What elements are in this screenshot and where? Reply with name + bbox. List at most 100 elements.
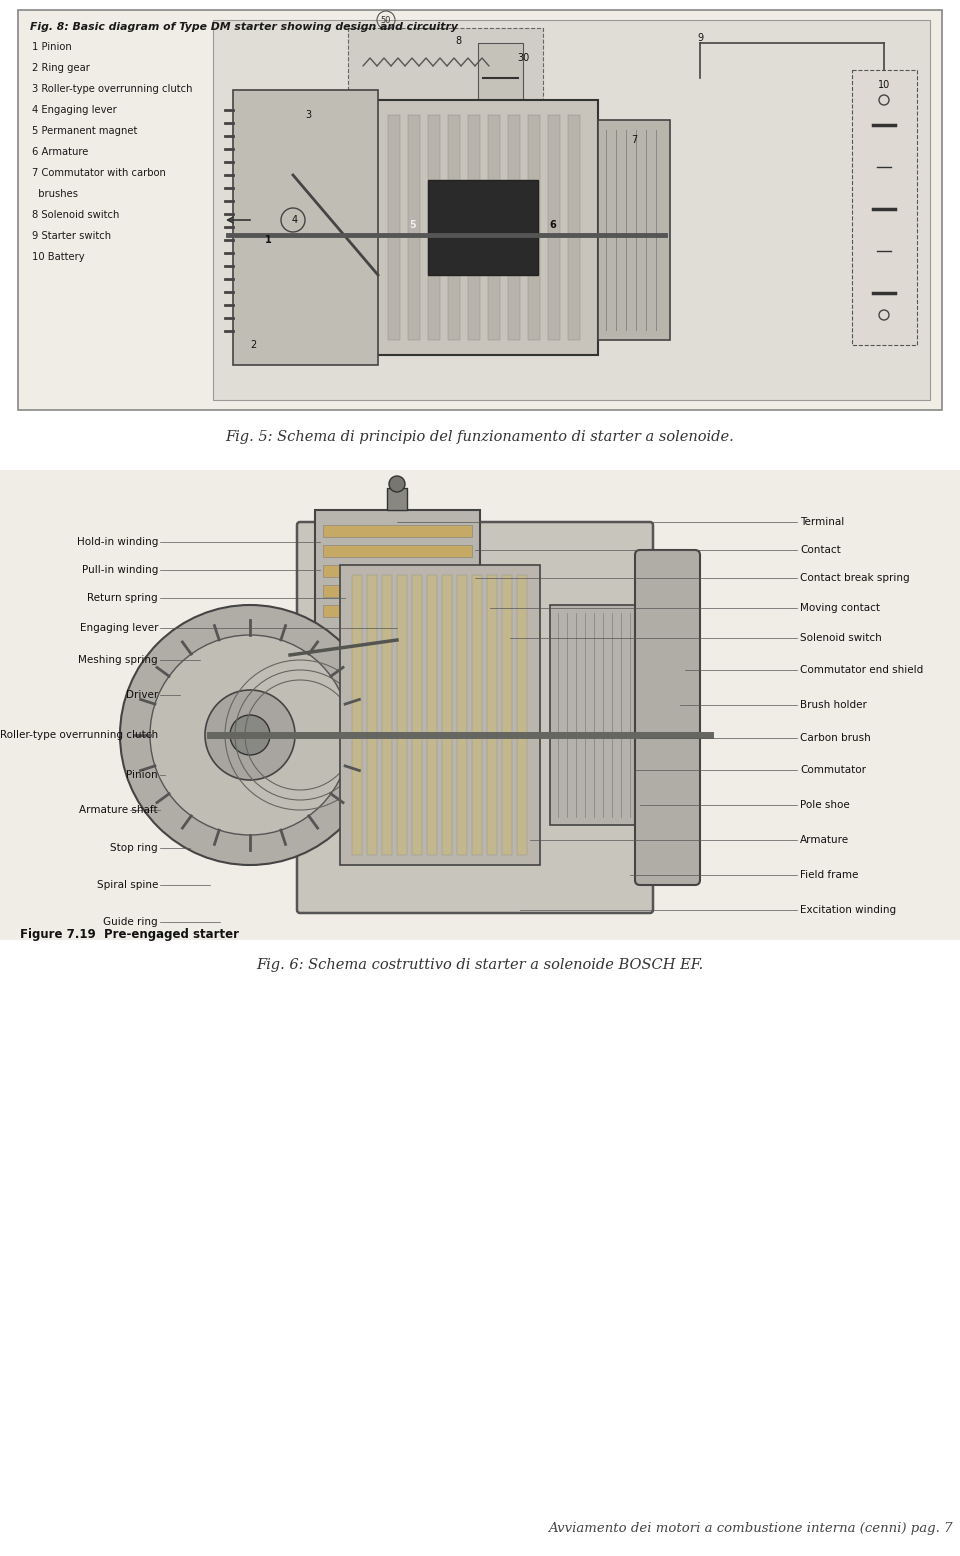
Text: Armature: Armature bbox=[800, 836, 850, 845]
Bar bbox=[368, 100, 598, 355]
Text: Spiral spine: Spiral spine bbox=[97, 881, 158, 890]
Text: Fig. 6: Schema costruttivo di starter a solenoide BOSCH EF.: Fig. 6: Schema costruttivo di starter a … bbox=[256, 958, 704, 972]
Text: Armature shaft: Armature shaft bbox=[80, 804, 158, 815]
Text: Pinion: Pinion bbox=[127, 770, 158, 780]
Bar bbox=[323, 524, 472, 537]
Bar bbox=[323, 565, 472, 577]
Bar bbox=[0, 470, 960, 940]
Text: Pole shoe: Pole shoe bbox=[800, 800, 850, 811]
Bar bbox=[233, 90, 378, 366]
Text: Moving contact: Moving contact bbox=[800, 604, 880, 613]
Bar bbox=[323, 585, 472, 598]
Text: 10 Battery: 10 Battery bbox=[32, 252, 84, 261]
Text: Excitation winding: Excitation winding bbox=[800, 906, 896, 915]
Text: Field frame: Field frame bbox=[800, 870, 858, 881]
Bar bbox=[487, 576, 497, 854]
Text: 9: 9 bbox=[697, 33, 703, 44]
Text: Figure 7.19  Pre-engaged starter: Figure 7.19 Pre-engaged starter bbox=[20, 927, 239, 941]
Text: Hold-in winding: Hold-in winding bbox=[77, 537, 158, 548]
Text: 4: 4 bbox=[292, 215, 298, 226]
Bar bbox=[448, 115, 460, 341]
Text: Brush holder: Brush holder bbox=[800, 700, 867, 710]
Text: Engaging lever: Engaging lever bbox=[80, 622, 158, 633]
Circle shape bbox=[281, 209, 305, 232]
Bar bbox=[478, 44, 523, 114]
Bar bbox=[382, 576, 392, 854]
Text: Return spring: Return spring bbox=[87, 593, 158, 604]
Text: 9 Starter switch: 9 Starter switch bbox=[32, 230, 111, 241]
Bar bbox=[388, 115, 400, 341]
Bar bbox=[408, 115, 420, 341]
Bar bbox=[428, 180, 538, 275]
Text: Fig. 8: Basic diagram of Type DM starter showing design and circuitry: Fig. 8: Basic diagram of Type DM starter… bbox=[30, 22, 458, 33]
Text: Avviamento dei motori a combustione interna (cenni) pag. 7: Avviamento dei motori a combustione inte… bbox=[548, 1522, 952, 1536]
Text: Pull-in winding: Pull-in winding bbox=[82, 565, 158, 576]
Text: 2 Ring gear: 2 Ring gear bbox=[32, 62, 90, 73]
Text: 7: 7 bbox=[631, 135, 637, 145]
Bar bbox=[323, 545, 472, 557]
Text: Contact break spring: Contact break spring bbox=[800, 573, 910, 584]
Text: Roller-type overrunning clutch: Roller-type overrunning clutch bbox=[0, 730, 158, 741]
Bar bbox=[323, 605, 472, 618]
Text: Commutator end shield: Commutator end shield bbox=[800, 664, 924, 675]
FancyBboxPatch shape bbox=[297, 521, 653, 913]
Bar bbox=[340, 565, 540, 865]
Text: 1 Pinion: 1 Pinion bbox=[32, 42, 72, 51]
Text: 8: 8 bbox=[455, 36, 461, 47]
Circle shape bbox=[120, 605, 380, 865]
Text: brushes: brushes bbox=[32, 188, 78, 199]
Bar bbox=[568, 115, 580, 341]
Text: 6 Armature: 6 Armature bbox=[32, 146, 88, 157]
Bar bbox=[213, 20, 930, 400]
Bar bbox=[18, 9, 942, 409]
Text: Terminal: Terminal bbox=[800, 517, 844, 527]
Text: 4 Engaging lever: 4 Engaging lever bbox=[32, 104, 117, 115]
Bar bbox=[457, 576, 467, 854]
Text: Driver: Driver bbox=[126, 689, 158, 700]
Text: 2: 2 bbox=[250, 341, 256, 350]
Text: 3 Roller-type overrunning clutch: 3 Roller-type overrunning clutch bbox=[32, 84, 193, 93]
Bar bbox=[548, 115, 560, 341]
Circle shape bbox=[230, 716, 270, 755]
Text: 8 Solenoid switch: 8 Solenoid switch bbox=[32, 210, 119, 219]
Text: Fig. 5: Schema di principio del funzionamento di starter a solenoide.: Fig. 5: Schema di principio del funziona… bbox=[226, 429, 734, 443]
Circle shape bbox=[150, 635, 350, 836]
Text: 6: 6 bbox=[550, 219, 557, 230]
Circle shape bbox=[389, 476, 405, 492]
Bar bbox=[315, 510, 480, 640]
Bar bbox=[598, 120, 670, 341]
Bar bbox=[387, 489, 407, 510]
Bar bbox=[427, 576, 437, 854]
Bar bbox=[397, 576, 407, 854]
Bar bbox=[488, 115, 500, 341]
Text: Carbon brush: Carbon brush bbox=[800, 733, 871, 744]
Bar bbox=[367, 576, 377, 854]
Bar bbox=[550, 605, 640, 825]
Circle shape bbox=[205, 689, 295, 780]
Text: Contact: Contact bbox=[800, 545, 841, 555]
Bar bbox=[502, 576, 512, 854]
Bar bbox=[472, 576, 482, 854]
Text: Stop ring: Stop ring bbox=[110, 843, 158, 853]
Text: Meshing spring: Meshing spring bbox=[79, 655, 158, 664]
Bar bbox=[517, 576, 527, 854]
Bar bbox=[468, 115, 480, 341]
Bar bbox=[442, 576, 452, 854]
Text: 7 Commutator with carbon: 7 Commutator with carbon bbox=[32, 168, 166, 177]
Text: 30: 30 bbox=[516, 53, 529, 62]
Bar bbox=[528, 115, 540, 341]
Text: 5: 5 bbox=[410, 219, 417, 230]
Text: Commutator: Commutator bbox=[800, 766, 866, 775]
FancyBboxPatch shape bbox=[635, 549, 700, 885]
Text: Guide ring: Guide ring bbox=[104, 916, 158, 927]
Text: 3: 3 bbox=[305, 110, 311, 120]
Bar bbox=[428, 115, 440, 341]
Text: Solenoid switch: Solenoid switch bbox=[800, 633, 881, 643]
Bar bbox=[412, 576, 422, 854]
Bar bbox=[508, 115, 520, 341]
Text: 1: 1 bbox=[265, 235, 272, 244]
Text: 10: 10 bbox=[877, 79, 890, 90]
Text: 5 Permanent magnet: 5 Permanent magnet bbox=[32, 126, 137, 135]
Bar bbox=[852, 70, 917, 345]
Bar bbox=[352, 576, 362, 854]
